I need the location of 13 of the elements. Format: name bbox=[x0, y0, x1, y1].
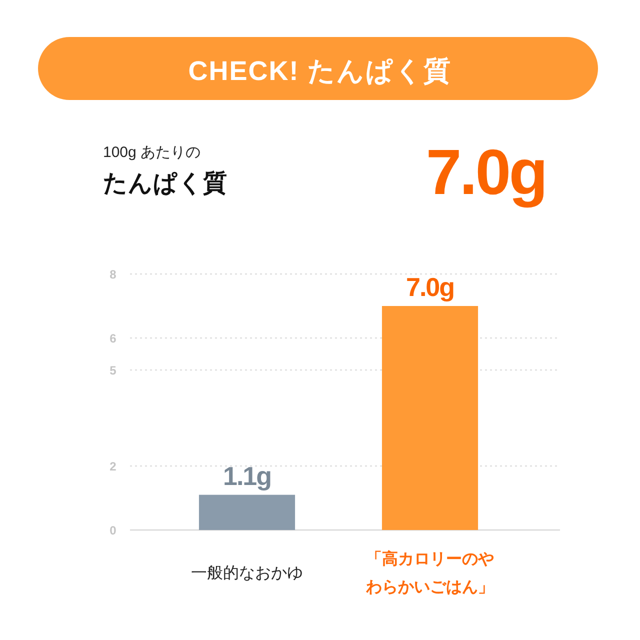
x-tick-label: 一般的なおかゆ bbox=[191, 565, 303, 582]
y-tick-label: 5 bbox=[110, 364, 117, 378]
chart-title: CHECK! たんぱく質 bbox=[188, 56, 452, 86]
y-tick-label: 8 bbox=[110, 268, 117, 282]
x-tick-label: 「高カロリーのやわらかいごはん」 bbox=[365, 549, 494, 596]
data-label: 7.0g bbox=[406, 272, 454, 302]
data-label: 1.1g bbox=[222, 460, 272, 491]
y-tick-label: 6 bbox=[110, 332, 117, 346]
y-tick-label: 2 bbox=[110, 460, 117, 474]
y-tick-label: 0 bbox=[110, 524, 117, 538]
text: たんぱく質 bbox=[103, 170, 227, 197]
text: 7.0g bbox=[426, 136, 546, 208]
chart-subtitle: 100g あたりの bbox=[103, 144, 201, 161]
